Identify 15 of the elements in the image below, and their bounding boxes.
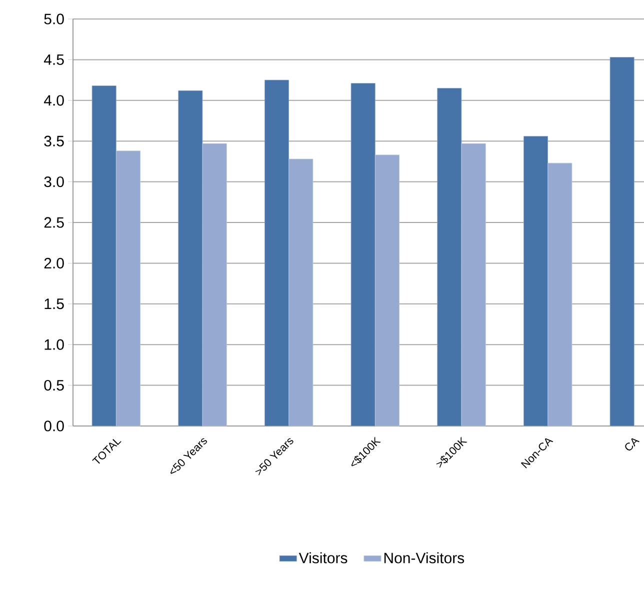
y-tick-label: 3.5	[44, 136, 64, 146]
y-tick-label: 1.5	[44, 298, 64, 310]
y-tick-label: 3.0	[44, 176, 64, 188]
y-tick-label: 2.5	[44, 217, 64, 228]
y-tick-label: 1.0	[44, 339, 64, 350]
legend-label: Visitors	[298, 552, 348, 564]
x-tick-label: CA	[625, 438, 640, 450]
y-tick-label: 5.0	[44, 14, 64, 24]
y-tick-label: 4.0	[44, 95, 64, 106]
legend-label: Non-Visitors	[384, 552, 464, 564]
y-tick-label: 0.5	[44, 380, 64, 391]
y-tick-label: 0.0	[44, 420, 64, 432]
bar	[610, 57, 634, 426]
y-tick-label: 2.0	[44, 258, 64, 268]
y-tick-label: 4.5	[44, 54, 64, 65]
